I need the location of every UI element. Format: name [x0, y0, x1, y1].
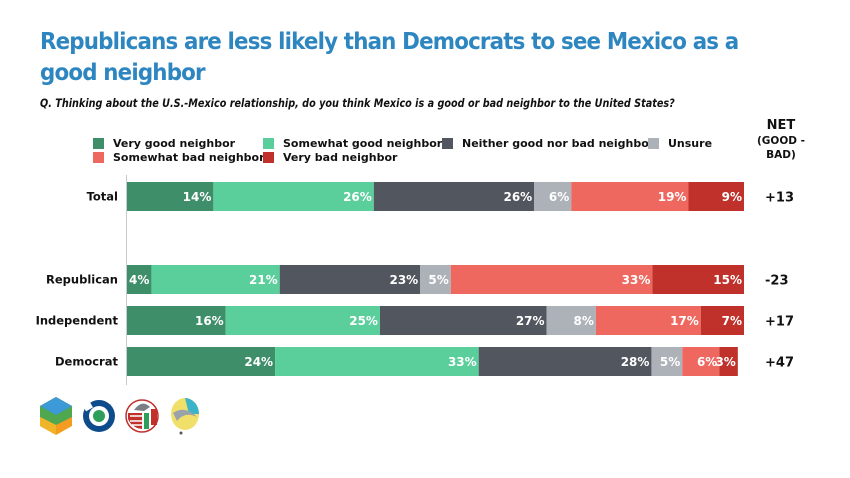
bar-segment — [595, 306, 701, 335]
circle-ring-logo-icon — [81, 398, 115, 432]
net-value: +17 — [765, 315, 794, 330]
legend-swatch — [648, 137, 659, 149]
legend-item: Somewhat bad neighbor — [93, 150, 265, 164]
bar-value-label: 15% — [713, 273, 742, 287]
bar-segment — [478, 347, 652, 376]
legend-item: Unsure — [648, 136, 713, 150]
net-header-line3: BAD) — [766, 149, 796, 161]
bar-value-label: 28% — [621, 355, 650, 369]
legend-label: Somewhat bad neighbor — [113, 150, 265, 164]
bar-segment — [420, 265, 451, 294]
bar-segment — [652, 265, 744, 294]
net-value: -23 — [765, 274, 789, 289]
bar-value-label: 33% — [448, 355, 477, 369]
bar-segment — [213, 182, 374, 211]
bar-segment — [225, 306, 380, 335]
bar-value-label: 24% — [244, 355, 273, 369]
net-column-header: NET (GOOD - BAD) — [745, 118, 817, 162]
bar-value-label: 23% — [389, 273, 418, 287]
bar-segment — [379, 306, 547, 335]
bar-value-label: 3% — [715, 355, 735, 369]
bar-segment — [373, 182, 535, 211]
partner-logos — [38, 395, 203, 437]
legend-label: Very good neighbor — [113, 136, 236, 150]
bar-segment — [534, 182, 572, 211]
bar-value-label: 17% — [670, 314, 699, 328]
legend-item: Very bad neighbor — [263, 150, 398, 164]
legend-label: Very bad neighbor — [283, 150, 398, 164]
bar-value-label: 14% — [183, 190, 212, 204]
bar-value-label: 25% — [349, 314, 378, 328]
bar-segment — [719, 347, 738, 376]
legend-label: Neither good nor bad neighbor — [462, 136, 655, 150]
bar-segment — [127, 265, 152, 294]
net-header-line2: (GOOD - — [757, 135, 805, 147]
category-label: Total — [87, 190, 118, 204]
bar-value-label: 5% — [428, 273, 448, 287]
chart-subtitle-question: Q. Thinking about the U.S.-Mexico relati… — [40, 96, 675, 110]
bar-value-label: 26% — [343, 190, 372, 204]
bar-value-label: 8% — [574, 314, 594, 328]
balloon-logo-icon — [171, 398, 199, 435]
legend-swatch — [263, 137, 274, 149]
bar-segment — [127, 306, 226, 335]
bar-segment — [450, 265, 653, 294]
legend-item: Neither good nor bad neighbor — [442, 136, 655, 150]
bar-segment — [127, 182, 214, 211]
bar-value-label: 19% — [658, 190, 687, 204]
net-value: +13 — [765, 191, 794, 206]
bar-segment — [279, 265, 421, 294]
bar-value-label: 6% — [549, 190, 569, 204]
bar-value-label: 21% — [249, 273, 278, 287]
bar-value-label: 9% — [722, 190, 742, 204]
bar-value-label: 27% — [516, 314, 545, 328]
legend-item: Very good neighbor — [93, 136, 236, 150]
bar-value-label: 33% — [622, 273, 651, 287]
net-header-line1: NET — [766, 118, 796, 133]
flag-eagle-logo-icon — [125, 399, 159, 433]
bar-segment — [571, 182, 689, 211]
bar-value-label: 26% — [503, 190, 532, 204]
bar-value-label: 6% — [697, 355, 717, 369]
net-value: +47 — [765, 356, 794, 371]
bar-value-label: 5% — [660, 355, 680, 369]
bar-value-label: 7% — [722, 314, 742, 328]
bar-segment — [127, 347, 276, 376]
category-label: Democrat — [55, 355, 118, 369]
category-label: Republican — [46, 273, 118, 287]
bar-segment — [275, 347, 479, 376]
bar-segment — [546, 306, 596, 335]
legend-swatch — [442, 137, 453, 149]
legend-swatch — [93, 137, 104, 149]
bar-segment — [651, 347, 683, 376]
legend-swatch — [93, 151, 104, 163]
bar-segment — [700, 306, 744, 335]
legend-label: Somewhat good neighbor — [283, 136, 443, 150]
bar-value-label: 16% — [195, 314, 224, 328]
cube-logo-icon — [40, 397, 72, 435]
category-label: Independent — [36, 314, 119, 328]
chart-title: Republicans are less likely than Democra… — [40, 29, 739, 86]
legend-label: Unsure — [668, 136, 713, 150]
legend-swatch — [263, 151, 274, 163]
bar-segment — [682, 347, 720, 376]
bar-segment — [151, 265, 280, 294]
bar-value-label: 4% — [129, 273, 149, 287]
legend-item: Somewhat good neighbor — [263, 136, 443, 150]
bar-segment — [688, 182, 744, 211]
